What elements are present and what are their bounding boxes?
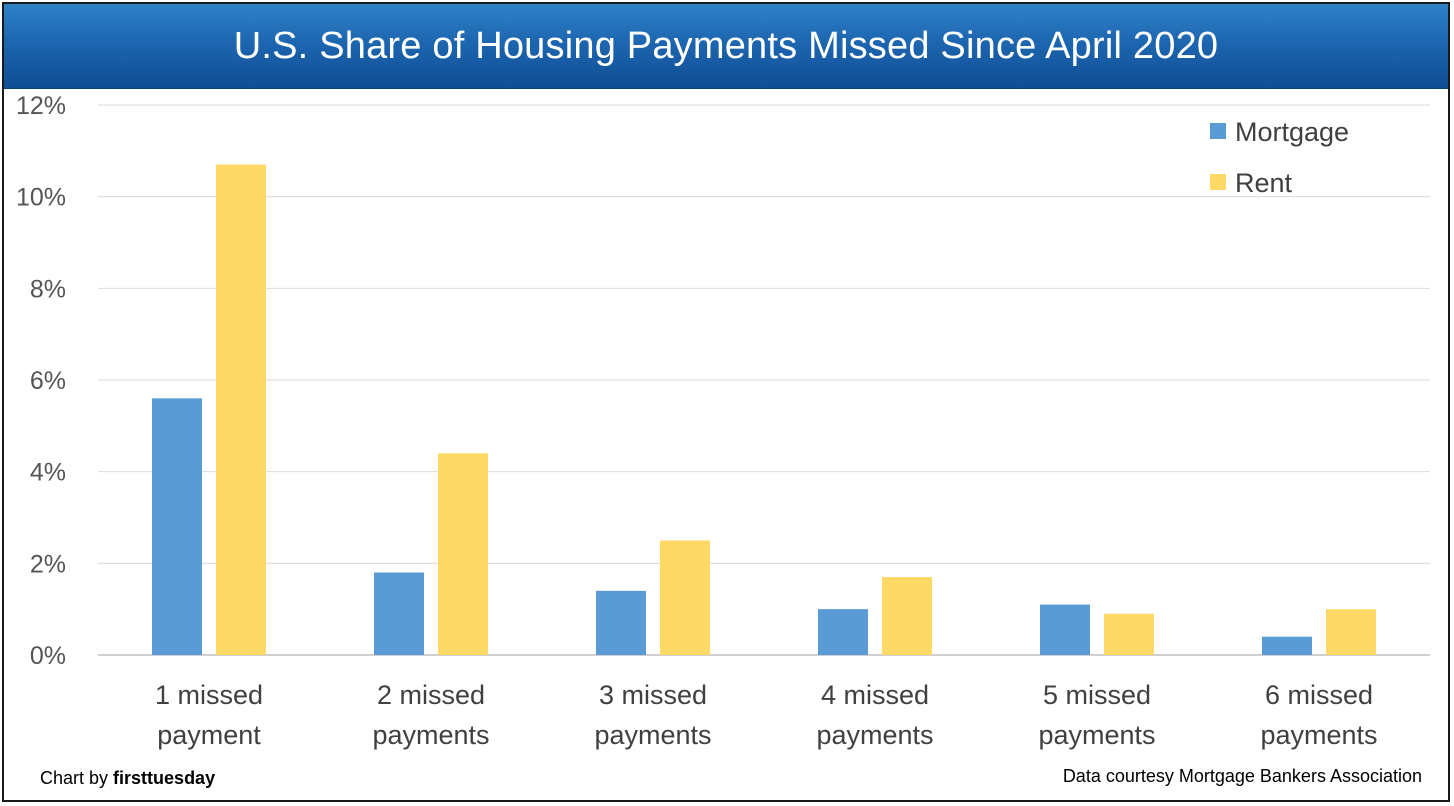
bar-mortgage	[818, 609, 868, 655]
bar-rent	[1104, 613, 1154, 655]
x-category-label: 5 missed	[1043, 680, 1151, 710]
bar-rent	[882, 577, 932, 655]
y-tick-label: 2%	[30, 550, 66, 578]
x-category-label: 4 missed	[821, 680, 929, 710]
bar-rent	[1326, 609, 1376, 655]
legend-swatch-mortgage	[1210, 123, 1226, 139]
chart-title: U.S. Share of Housing Payments Missed Si…	[233, 25, 1219, 67]
x-category-label: 6 missed	[1265, 680, 1373, 710]
y-axis-ticks: 0% 2% 4% 6% 8% 10% 12%	[16, 92, 66, 670]
x-category-label: 1 missed	[155, 680, 263, 710]
bar-rent	[660, 540, 710, 655]
title-bar: U.S. Share of Housing Payments Missed Si…	[4, 4, 1448, 89]
bar-mortgage	[1262, 636, 1312, 655]
y-tick-label: 6%	[30, 367, 66, 395]
y-tick-label: 0%	[30, 642, 66, 670]
x-axis-categories: 1 missed payment 2 missed payments 3 missed p…	[155, 680, 1378, 750]
bar-mortgage	[152, 398, 202, 655]
bar-rent	[438, 453, 488, 655]
x-category-label: 3 missed	[599, 680, 707, 710]
x-category-label: 2 missed	[377, 680, 485, 710]
x-category-label: payments	[816, 720, 933, 750]
chart-credit: Chart by firsttuesday	[40, 768, 215, 789]
x-category-label: payments	[1260, 720, 1377, 750]
x-category-label: payment	[157, 720, 261, 750]
y-tick-label: 8%	[30, 275, 66, 303]
y-tick-label: 12%	[16, 92, 66, 120]
legend-label-mortgage: Mortgage	[1235, 117, 1349, 147]
bar-mortgage	[374, 572, 424, 655]
legend-swatch-rent	[1210, 174, 1226, 190]
bars	[152, 164, 1376, 656]
x-category-label: payments	[372, 720, 489, 750]
y-tick-label: 4%	[30, 459, 66, 487]
legend: Mortgage Rent	[1210, 117, 1349, 198]
bar-rent	[216, 164, 266, 656]
legend-label-rent: Rent	[1235, 168, 1293, 198]
credit-brand: firsttuesday	[113, 768, 216, 788]
credit-prefix: Chart by	[40, 768, 109, 788]
gridlines	[98, 104, 1430, 656]
bar-chart: 0% 2% 4% 6% 8% 10% 12% 1 missed payment 2 missed…	[16, 92, 1430, 750]
x-category-label: payments	[594, 720, 711, 750]
bar-mortgage	[1040, 604, 1090, 655]
y-tick-label: 10%	[16, 184, 66, 212]
x-category-label: payments	[1038, 720, 1155, 750]
bar-mortgage	[596, 590, 646, 655]
data-source: Data courtesy Mortgage Bankers Associati…	[1062, 766, 1422, 786]
